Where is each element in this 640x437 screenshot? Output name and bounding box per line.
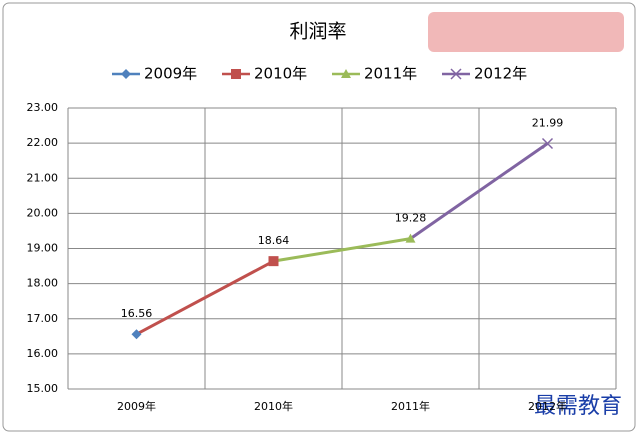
legend-label: 2010年 [254,65,307,83]
y-tick-label: 23.00 [27,101,59,114]
data-label: 16.56 [121,307,153,320]
point [405,233,416,243]
point [541,137,554,150]
data-label: 18.64 [258,234,290,247]
legend-marker [341,69,351,78]
y-tick-label: 15.00 [27,382,59,395]
y-tick-label: 17.00 [27,312,59,325]
x-tick-label: 2012年 [528,399,567,413]
y-tick-label: 22.00 [27,136,59,149]
y-tick-label: 18.00 [27,277,59,290]
line-segment [409,142,549,240]
legend-marker [121,69,131,79]
x-tick-label: 2009年 [117,399,156,413]
point [131,329,142,340]
legend-label: 2009年 [144,65,197,83]
x-tick-label: 2011年 [391,399,430,413]
y-tick-label: 21.00 [27,171,59,184]
line-segment [135,259,275,336]
y-tick-label: 16.00 [27,347,59,360]
y-tick-label: 20.00 [27,206,59,219]
point [268,256,279,267]
blurred-area [428,12,624,52]
line-segment [273,237,411,263]
x-tick-label: 2010年 [254,399,293,413]
legend-marker [231,69,241,79]
legend-label: 2011年 [364,65,417,83]
watermark: 最需教育 [534,394,622,419]
data-label: 19.28 [395,212,427,225]
legend-marker [450,68,462,80]
y-tick-label: 19.00 [27,242,59,255]
legend-label: 2012年 [474,65,527,83]
chart-border [2,2,636,432]
data-label: 21.99 [532,116,564,129]
chart-title: 利润率 [289,21,346,43]
